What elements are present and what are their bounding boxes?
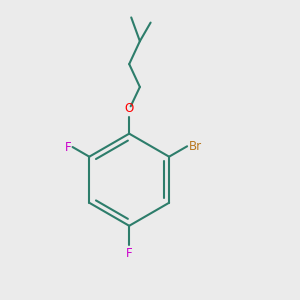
Text: F: F [64, 140, 71, 154]
Text: Br: Br [189, 140, 202, 153]
Text: O: O [124, 102, 134, 115]
Text: F: F [126, 247, 133, 260]
